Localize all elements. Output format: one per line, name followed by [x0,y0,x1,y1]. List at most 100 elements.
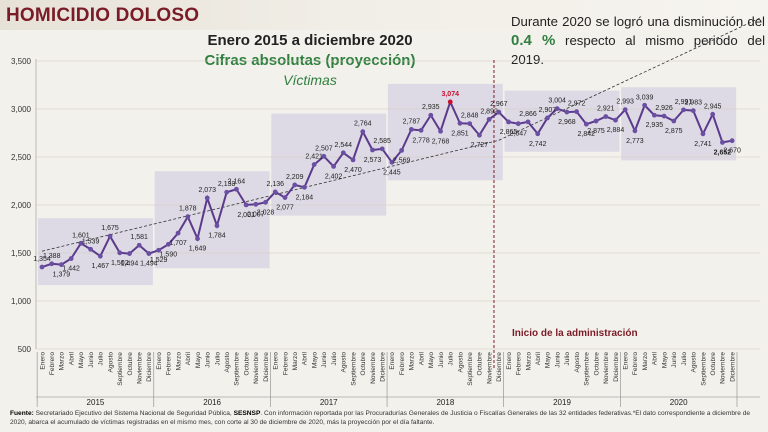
data-label: 1,354 [33,256,51,263]
x-month-label: Junio [205,352,212,368]
x-month-label: Febrero [166,352,173,375]
data-point [78,240,84,246]
data-point [506,119,511,125]
x-month-label: Julio [681,352,688,366]
x-month-label: Diciembre [729,352,736,382]
x-month-label: Abril [68,351,75,365]
year-band-2019 [504,90,620,152]
x-month-label: Diciembre [146,352,153,382]
data-label: 2,875 [587,128,605,135]
data-point [515,121,521,127]
x-month-label: Mayo [311,352,318,368]
x-month-label: Marzo [292,352,299,371]
data-label: 1,784 [208,233,226,240]
x-month-label: Junio [321,352,328,368]
data-label: 2,842 [578,131,596,138]
data-point [224,189,230,195]
data-point [593,118,599,124]
x-month-label: Julio [564,352,571,366]
data-point [146,251,152,256]
data-point [282,195,288,201]
data-point [350,157,356,163]
x-month-label: Diciembre [496,352,503,382]
x-month-label: Enero [39,352,46,370]
x-month-label: Septiembre [584,352,591,386]
x-month-label: Julio [448,352,455,366]
data-point [457,120,463,126]
data-point [661,113,667,119]
data-label: 1,388 [43,253,61,260]
data-label: 2,569 [393,157,411,164]
x-month-label: Abril [535,351,542,365]
x-month-label: Febrero [49,352,56,375]
data-point [175,230,181,236]
data-point [389,159,395,165]
data-point [263,199,268,205]
data-point [292,182,298,188]
data-label: 2,164 [228,178,246,185]
x-month-label: Diciembre [263,352,270,382]
x-month-label: Agosto [107,352,114,373]
source-text-b: . Con información reportada por las Proc… [10,410,751,426]
data-label: 2,184 [296,194,314,201]
x-month-label: Julio [214,352,221,366]
summary-note-text-after: respecto al mismo periodo del 2019. [511,33,765,67]
data-point [438,128,443,134]
data-label: 2,907 [539,107,557,114]
data-label: 1,649 [189,246,207,253]
data-point [428,112,434,118]
y-tick-label: 2,500 [11,153,32,162]
data-point [564,109,570,115]
x-month-label: Febrero [516,352,523,375]
data-label: 2,209 [286,174,304,181]
data-label: 2,073 [198,187,216,194]
x-month-label: Agosto [341,352,348,373]
data-label: 2,007 [247,211,265,218]
x-month-label: Marzo [409,352,416,371]
data-point [49,261,55,267]
data-point [379,146,385,152]
data-point [710,111,716,117]
data-label: 2,001 [237,212,255,219]
x-month-label: Diciembre [613,352,620,382]
chart-measure-subtitle: Cifras absolutas (proyección) [204,52,416,69]
data-point [651,112,657,118]
data-label: 2,945 [704,103,722,110]
x-month-label: Septiembre [350,352,357,386]
data-label: 2,727 [471,142,489,149]
data-label: 1,467 [92,263,110,270]
x-month-label: Enero [389,352,396,370]
data-label: 1,878 [179,206,197,213]
x-month-label: Septiembre [234,352,241,386]
data-label: 2,935 [422,104,440,111]
data-label: 1,539 [82,238,100,245]
x-year-label: 2016 [203,398,221,407]
data-point [107,233,113,239]
data-label: 1,379 [53,272,71,279]
data-label: 2,991 [675,99,693,106]
data-label: 1,494 [140,261,158,268]
title-band [0,0,768,30]
chart-unit-subtitle: Víctimas [283,72,337,88]
data-point [477,132,482,138]
x-month-label: Noviembre [136,352,143,384]
data-point [195,236,200,242]
x-month-label: Octubre [710,352,717,376]
summary-note: Durante 2020 se logró una disminución de… [511,12,765,69]
data-label: 2,847 [510,131,528,138]
data-label: 3,004 [548,98,566,105]
data-point [234,186,239,192]
page-title: HOMICIDIO DOLOSO [6,5,200,26]
data-point [97,253,103,259]
data-point [671,118,677,124]
data-point [632,128,638,134]
data-label: 2,851 [451,130,469,137]
data-label: 2,968 [558,119,576,126]
x-month-label: Abril [652,351,659,365]
x-month-label: Noviembre [603,352,610,384]
data-point [136,242,142,248]
data-label: 2,445 [383,169,401,176]
data-point [408,127,414,132]
data-point [418,127,424,133]
